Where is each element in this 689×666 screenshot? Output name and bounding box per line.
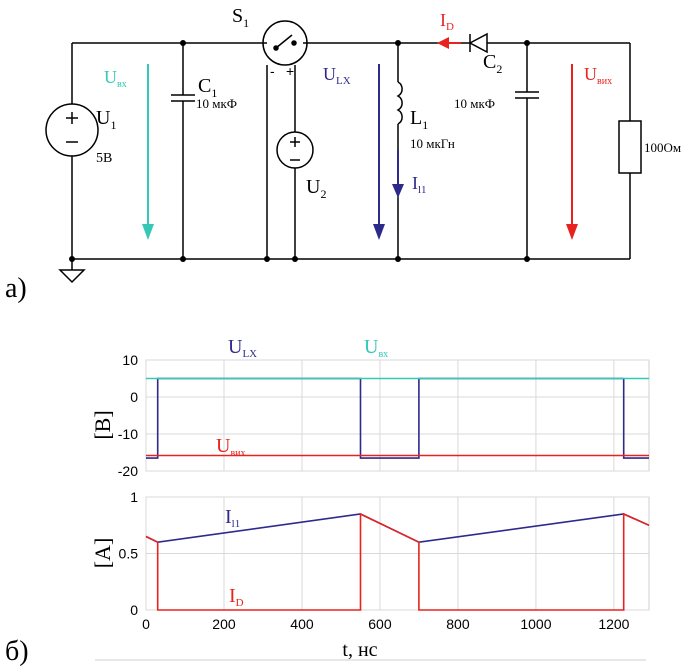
current-y-tick-label: 0 xyxy=(130,602,138,618)
junction-dot xyxy=(292,256,298,262)
c2-value: 10 мкФ xyxy=(454,96,495,111)
current-y-tick-label: 1 xyxy=(130,489,138,505)
junction-dot xyxy=(395,40,401,46)
i-d-arrowhead xyxy=(437,37,449,49)
x-tick-label: 600 xyxy=(368,616,392,632)
voltage-y-label: [В] xyxy=(90,410,115,439)
l1-coil xyxy=(396,81,403,125)
junction-dot xyxy=(180,256,186,262)
u1-label: U1 xyxy=(96,107,116,132)
c1-value: 10 мкФ xyxy=(196,96,237,111)
junction-dot xyxy=(180,40,186,46)
voltage-y-tick-label: 10 xyxy=(122,352,138,368)
resistor-body xyxy=(618,120,642,174)
part-b-label: б) xyxy=(5,636,29,666)
waveform-plots: 100-10-20 [В] ULX Uвх Uвих 10.50 [А] Il1… xyxy=(5,336,650,666)
junction-dot xyxy=(524,256,530,262)
x-tick-label: 1000 xyxy=(520,616,551,632)
voltage-y-tick-label: 0 xyxy=(130,389,138,405)
current-series xyxy=(145,512,650,611)
c1-label: C1 xyxy=(198,75,217,100)
s1-plus-label: + xyxy=(286,63,294,79)
u-out-label: Uвих xyxy=(584,64,612,87)
circuit-labels: а) U1 5В C1 10 мкФ S1 - + U2 L1 10 мкГн … xyxy=(5,5,681,304)
l1-value: 10 мкГн xyxy=(410,136,455,151)
voltage-plot: 10 0 -10 -20 [В] ULX Uвх Uвих xyxy=(90,336,650,479)
s1-label: S1 xyxy=(232,5,249,30)
c2-label: C2 xyxy=(483,51,502,76)
plot-i-d-label: ID xyxy=(229,585,244,609)
series-i-d-line xyxy=(145,512,650,611)
x-axis-label: t, нс xyxy=(342,639,377,661)
current-y-tick-label: 0.5 xyxy=(119,546,139,562)
voltage-y-tick-label: -10 xyxy=(118,426,138,442)
i-l-label: Il1 xyxy=(412,173,427,196)
u-in-label: Uвх xyxy=(104,67,127,90)
junctions xyxy=(69,40,530,262)
u-lx-arrowhead xyxy=(373,224,385,240)
s1-contact-right xyxy=(291,40,297,46)
plot-i-l-label: Il1 xyxy=(225,506,240,530)
u-out-arrowhead xyxy=(566,224,578,240)
x-tick-label: 0 xyxy=(142,616,150,632)
i-d-label: ID xyxy=(440,10,454,33)
current-y-label: [А] xyxy=(90,538,115,569)
diode-icon xyxy=(468,32,488,54)
u2-label: U2 xyxy=(306,176,326,201)
circuit-arrows xyxy=(142,37,578,240)
u-lx-label: ULX xyxy=(323,64,351,87)
current-plot: 10.50 [А] Il1 ID xyxy=(90,489,650,618)
voltage-series xyxy=(146,377,649,459)
x-axis-ticks: 0 200 400 600 800 1000 1200 xyxy=(142,616,630,632)
voltage-y-tick-label: -20 xyxy=(118,463,138,479)
x-tick-label: 200 xyxy=(212,616,236,632)
x-tick-label: 800 xyxy=(446,616,470,632)
junction-dot xyxy=(69,256,75,262)
circuit-diagram xyxy=(45,20,642,284)
junction-dot xyxy=(264,256,270,262)
junction-dot xyxy=(395,256,401,262)
junction-dot xyxy=(524,40,530,46)
part-a-label: а) xyxy=(5,273,27,304)
x-tick-label: 1200 xyxy=(598,616,629,632)
s1-switch-circle xyxy=(262,20,308,66)
plot-u-lx-label: ULX xyxy=(228,336,257,360)
u-in-arrowhead xyxy=(142,224,154,240)
s1-minus-label: - xyxy=(270,63,275,79)
x-tick-label: 400 xyxy=(290,616,314,632)
u1-source-circle xyxy=(45,103,99,157)
s1-lever xyxy=(275,34,293,49)
i-l-arrowhead xyxy=(392,184,404,198)
series-u-lx-line xyxy=(146,377,649,459)
plot-u-out-label: Uвих xyxy=(216,435,246,459)
u1-value: 5В xyxy=(96,151,112,166)
current-y-ticks: 10.50 xyxy=(119,489,139,618)
l1-label: L1 xyxy=(410,107,428,132)
voltage-y-ticks: 10 0 -10 -20 xyxy=(118,352,138,479)
ground-icon xyxy=(58,269,86,284)
plot-u-in-label: Uвх xyxy=(364,336,388,360)
resistor-value: 100Ом xyxy=(644,140,681,155)
